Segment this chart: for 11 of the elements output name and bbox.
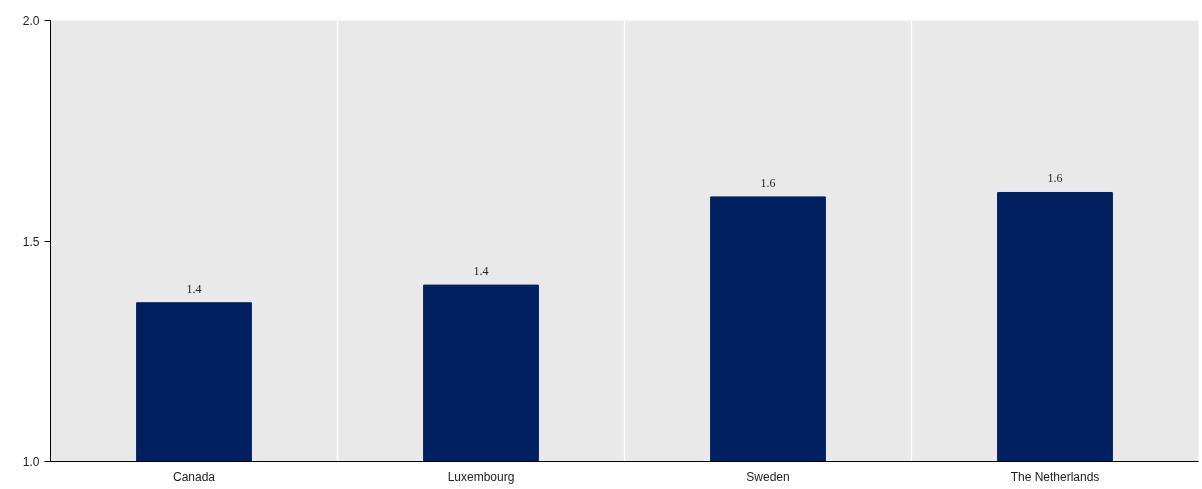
y-tick-label: 2.0 [22,14,40,28]
y-tick-label: 1.5 [22,234,40,249]
x-tick-label: Sweden [746,469,790,484]
x-tick-label: Canada [172,469,216,484]
x-tick-label: Luxembourg [447,469,515,484]
y-tick-label: 1.0 [22,455,40,469]
data-label: 1.6 [1047,171,1063,186]
data-label: 1.4 [473,264,489,279]
data-label: 1.4 [186,281,202,296]
data-label: 1.6 [760,175,776,190]
x-tick-label: The Netherlands [1010,469,1100,484]
